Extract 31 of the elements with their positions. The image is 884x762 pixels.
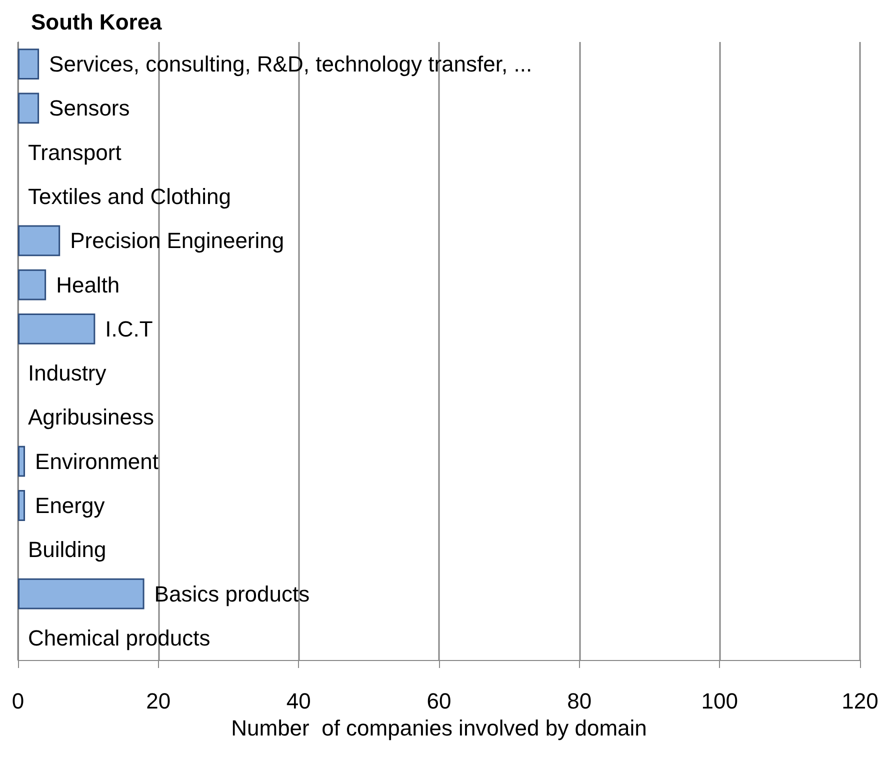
- y-tick-label: Building: [28, 537, 106, 562]
- y-tick-label: Textiles and Clothing: [28, 184, 232, 209]
- chart-title: South Korea: [31, 10, 163, 34]
- bar: [18, 313, 96, 344]
- y-tick-label: Agribusiness: [28, 404, 154, 430]
- bar: [18, 578, 144, 610]
- x-tick-label: 0: [12, 688, 24, 714]
- y-tick-label: Industry: [28, 360, 106, 386]
- bar: [18, 48, 40, 80]
- x-axis-title: Number of companies involved by domain: [231, 715, 647, 740]
- bar: [18, 269, 46, 300]
- bar: [18, 225, 60, 256]
- x-tick-label: 60: [426, 688, 452, 714]
- bar: [18, 490, 26, 521]
- y-tick-label: Chemical products: [28, 625, 210, 650]
- x-tick-label: 40: [286, 688, 311, 714]
- x-tick-label: 120: [842, 688, 878, 714]
- y-tick-label: Transport: [28, 140, 122, 165]
- x-tick-label: 80: [567, 688, 592, 714]
- y-tick-label: Precision Engineering: [70, 228, 284, 254]
- y-tick-label: Health: [56, 272, 120, 298]
- y-tick-label: I.C.T: [105, 316, 153, 342]
- y-tick-label: Energy: [35, 493, 105, 518]
- y-tick-label: Environment: [35, 448, 159, 474]
- y-tick-label: Services, consulting, R&D, technology transfer, ...: [49, 52, 532, 77]
- bar: [18, 92, 40, 124]
- y-tick-label: Basics products: [154, 581, 310, 606]
- y-tick-label: Sensors: [49, 96, 130, 121]
- bar: [18, 446, 26, 477]
- x-tick-label: 20: [146, 688, 171, 714]
- x-tick-label: 100: [701, 688, 738, 714]
